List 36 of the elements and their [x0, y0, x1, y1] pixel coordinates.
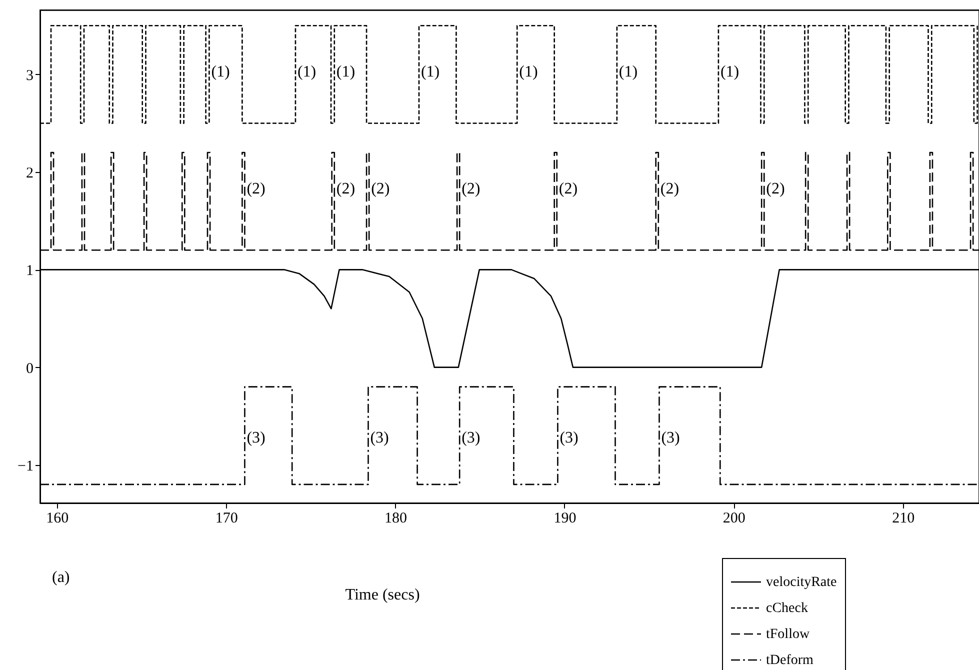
- annotation: (3): [560, 430, 578, 447]
- x-tick-label: 170: [215, 510, 238, 526]
- annotation: (2): [558, 180, 578, 198]
- x-tick-label: 160: [46, 510, 69, 526]
- legend-label: tDeform: [766, 653, 814, 668]
- annotation: (2): [462, 180, 480, 198]
- x-tick-label: 210: [892, 510, 915, 526]
- x-tick-label: 200: [722, 510, 746, 526]
- annotation: (3): [370, 430, 389, 447]
- x-tick-label: 180: [384, 510, 408, 526]
- annotation: (3): [462, 430, 480, 447]
- annotation: (2): [336, 180, 356, 198]
- annotation: (1): [618, 64, 638, 81]
- y-tick-label: −1: [18, 458, 34, 474]
- x-axis-title: Time (secs): [345, 586, 420, 604]
- annotation: (1): [519, 64, 538, 81]
- y-tick-label: 1: [26, 263, 34, 280]
- annotation: (1): [720, 64, 740, 81]
- y-tick-label: 2: [26, 166, 34, 182]
- annotation: (2): [660, 180, 680, 198]
- annotation: (2): [766, 180, 785, 198]
- legend-label: tFollow: [766, 627, 810, 642]
- x-tick-label: 190: [554, 510, 576, 526]
- text: (a): [52, 569, 70, 586]
- legend-label: cCheck: [766, 601, 808, 616]
- legend-label: velocityRate: [766, 575, 837, 590]
- y-tick-label: 3: [26, 68, 34, 84]
- annotation: (1): [297, 64, 316, 81]
- annotation: (2): [246, 180, 266, 198]
- annotation: (1): [211, 64, 230, 81]
- y-tick-label: 0: [26, 360, 34, 377]
- annotation: (1): [336, 64, 356, 81]
- annotation: (2): [371, 180, 390, 198]
- annotation: (3): [661, 430, 680, 447]
- annotation: (1): [420, 64, 440, 81]
- annotation: (3): [246, 430, 266, 447]
